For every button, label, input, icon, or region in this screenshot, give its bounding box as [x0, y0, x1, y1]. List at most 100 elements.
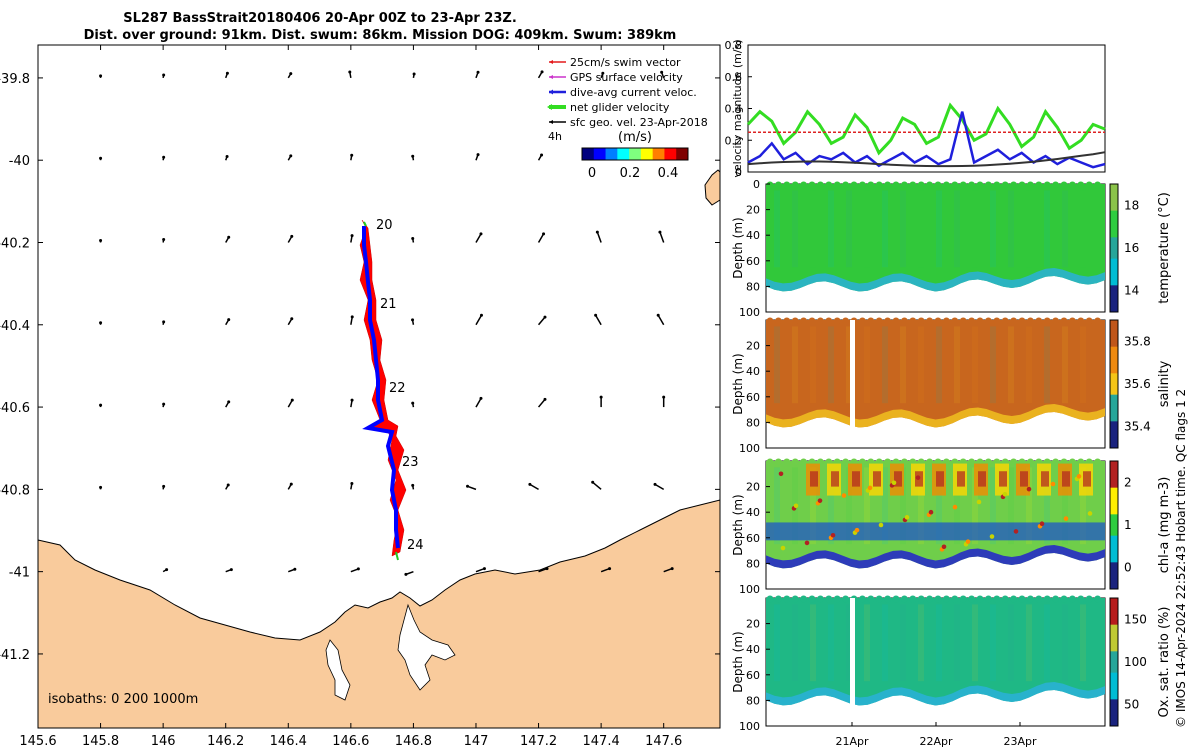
section-variation	[918, 604, 924, 682]
section-variation	[918, 326, 924, 404]
legend-swim-vector: 25cm/s swim vector	[570, 56, 681, 69]
section-variation	[936, 190, 942, 268]
section-surface-scallop	[816, 181, 824, 189]
day-label-23: 23	[402, 455, 419, 470]
current-vector-head	[608, 567, 612, 571]
colorbar-segment	[640, 148, 654, 160]
section-variation	[774, 326, 780, 404]
section-surface-scallop	[968, 595, 976, 603]
day-label-21: 21	[380, 297, 397, 312]
current-vector-head	[356, 567, 360, 571]
section-surface-scallop	[783, 181, 791, 189]
section-surface-scallop	[1094, 458, 1102, 466]
section-surface-scallop	[976, 317, 984, 325]
section-surface-scallop	[976, 181, 984, 189]
current-vector-head	[542, 232, 546, 236]
section-variation	[792, 604, 798, 682]
section-surface-scallop	[791, 317, 799, 325]
section-y-tick-label: 0	[753, 178, 760, 191]
section-surface-scallop	[1077, 595, 1085, 603]
section-surface-scallop	[917, 181, 925, 189]
section-colorbar-segment	[1110, 237, 1118, 244]
section-surface-scallop	[800, 595, 808, 603]
current-vector-head	[229, 568, 233, 572]
section-surface-scallop	[1026, 181, 1034, 189]
section-variation	[1080, 604, 1086, 682]
map-x-tick-label: 146.2	[207, 734, 244, 749]
section-variation	[936, 467, 942, 545]
colorbar-segment	[652, 148, 665, 160]
section-surface-scallop	[842, 317, 850, 325]
section-colorbar-label: salinity	[1157, 360, 1172, 407]
section-variation	[846, 604, 852, 682]
map-y-tick-label: -40.8	[0, 483, 30, 498]
section-bloom-core	[1020, 471, 1028, 487]
section-surface-scallop	[766, 458, 774, 466]
section-y-tick-label: 40	[746, 506, 760, 519]
section-variation	[954, 326, 960, 404]
section-colorbar-tick-label: 100	[1124, 655, 1147, 669]
current-vector-head	[99, 321, 103, 325]
day-label-20: 20	[376, 218, 393, 233]
section-colorbar-segment	[1110, 498, 1118, 505]
section-variation	[972, 604, 978, 682]
current-vector-head	[162, 73, 166, 77]
section-colorbar-segment	[1110, 306, 1118, 313]
colorbar-frame	[581, 147, 689, 161]
section-surface-scallop	[1018, 595, 1026, 603]
section-variation	[810, 604, 816, 682]
map-current-vectors	[99, 70, 674, 576]
section-colorbar-tick-label: 150	[1124, 612, 1147, 626]
current-vector-head	[411, 237, 415, 241]
current-vector-head	[162, 238, 166, 242]
section-surface-scallop	[766, 595, 774, 603]
section-bottle-sample	[1002, 491, 1008, 497]
section-x-tick-label: 23Apr	[1003, 735, 1037, 748]
current-vector-head	[350, 481, 354, 485]
section-y-tick-label: 100	[739, 306, 760, 319]
section-y-tick-label: 40	[746, 365, 760, 378]
section-variation	[864, 604, 870, 682]
section-variation	[972, 326, 978, 404]
current-vector-head	[162, 402, 166, 406]
current-vector-head	[660, 70, 664, 74]
section-variation	[972, 467, 978, 545]
section-colorbar-segment	[1110, 336, 1118, 342]
section-variation	[810, 326, 816, 404]
section-colorbar-segment	[1110, 221, 1118, 228]
current-vector-head	[225, 71, 229, 75]
section-surface-scallop	[1077, 317, 1085, 325]
section-variation	[1080, 326, 1086, 404]
section-surface-scallop	[959, 317, 967, 325]
current-vector	[537, 398, 546, 408]
velocity-axes-frame	[747, 44, 1106, 173]
section-colorbar-segment	[1110, 694, 1118, 700]
section-surface-scallop	[951, 181, 959, 189]
section-colorbar-segment	[1110, 442, 1118, 449]
section-variation	[792, 326, 798, 404]
section-bottle-sample	[804, 540, 810, 546]
current-vector-head	[476, 153, 480, 157]
section-y-tick-label: 60	[746, 255, 760, 268]
section-surface-scallop	[774, 595, 782, 603]
section-surface-scallop	[875, 317, 883, 325]
section-surface-scallop	[993, 181, 1001, 189]
imos-side-note: © IMOS 14-Apr-2024 22:52:43 Hobart time.…	[1174, 389, 1188, 728]
glider-track	[359, 219, 407, 561]
section-y-label: Depth (m)	[731, 631, 745, 692]
section-bottle-sample	[952, 504, 958, 510]
section-bottle-sample	[1050, 481, 1056, 487]
colorbar-segment	[629, 148, 642, 160]
section-variation	[1026, 326, 1032, 404]
section-bloom-core	[936, 471, 944, 487]
section-surface-scallop	[1035, 181, 1043, 189]
current-vector-head	[289, 482, 293, 486]
section-bottle-sample	[778, 471, 784, 477]
section-surface-scallop	[926, 595, 934, 603]
current-vector-head	[412, 72, 416, 76]
current-vector-head	[594, 313, 598, 317]
section-surface-scallop	[867, 317, 875, 325]
section-surface-scallop	[808, 317, 816, 325]
section-variation	[900, 604, 906, 682]
section-surface-scallop	[993, 317, 1001, 325]
